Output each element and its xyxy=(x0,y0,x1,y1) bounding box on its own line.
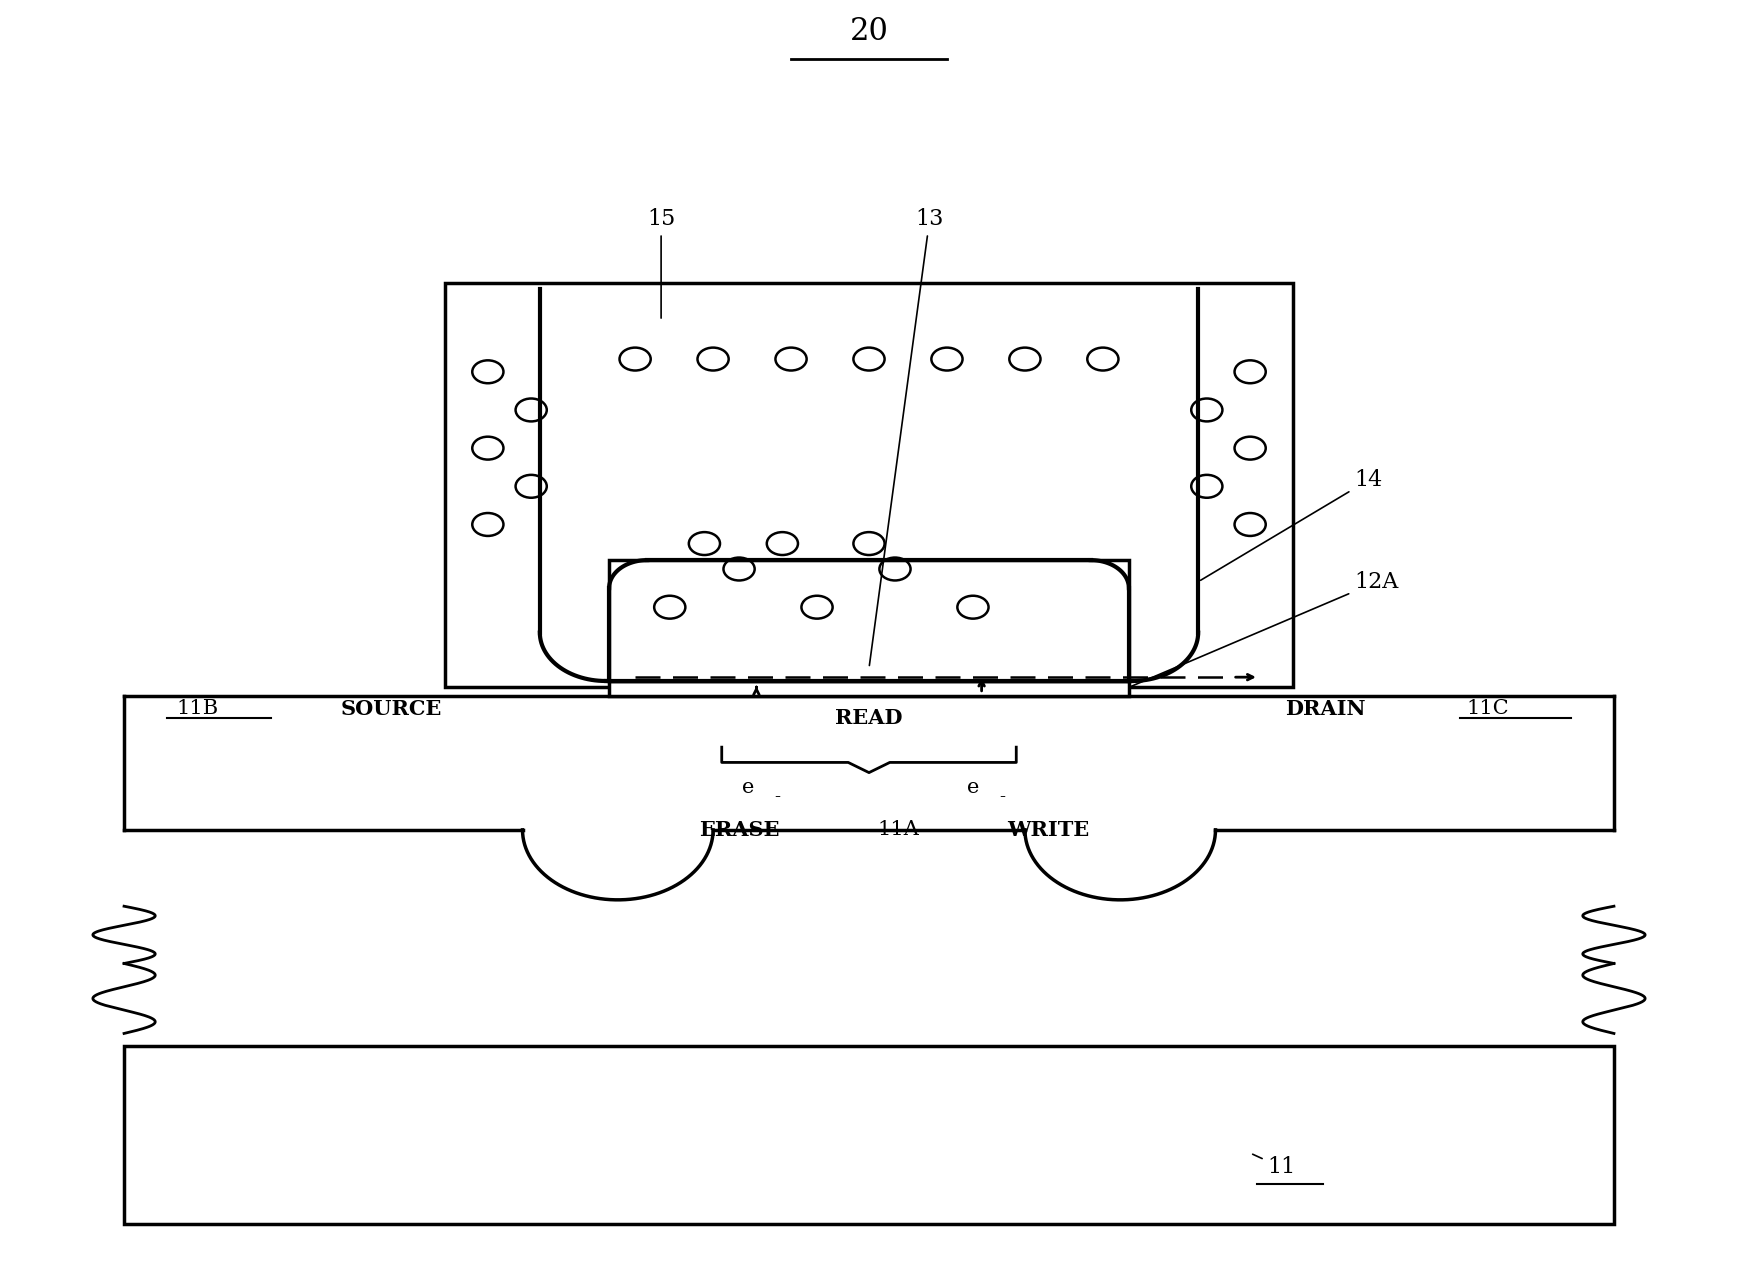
Text: 11C: 11C xyxy=(1467,699,1509,718)
Text: DRAIN: DRAIN xyxy=(1284,699,1366,720)
Text: SOURCE: SOURCE xyxy=(341,699,441,720)
Text: -: - xyxy=(773,787,780,806)
Text: READ: READ xyxy=(836,708,902,728)
Text: 11B: 11B xyxy=(176,699,219,718)
Text: e: e xyxy=(966,778,978,797)
Text: 14: 14 xyxy=(1201,469,1382,580)
Text: e: e xyxy=(742,778,754,797)
Bar xyxy=(123,1047,1615,1224)
Text: -: - xyxy=(999,787,1005,806)
Text: 13: 13 xyxy=(869,208,944,666)
Text: 11A: 11A xyxy=(878,819,919,838)
Bar xyxy=(608,560,1130,681)
Text: 15: 15 xyxy=(647,208,676,318)
Text: 11: 11 xyxy=(1253,1154,1297,1178)
Bar xyxy=(608,681,1130,697)
Text: 20: 20 xyxy=(850,17,888,47)
Text: WRITE: WRITE xyxy=(1008,819,1090,840)
Text: 12A: 12A xyxy=(1131,571,1399,686)
Bar xyxy=(445,282,1293,688)
Text: ERASE: ERASE xyxy=(699,819,779,840)
